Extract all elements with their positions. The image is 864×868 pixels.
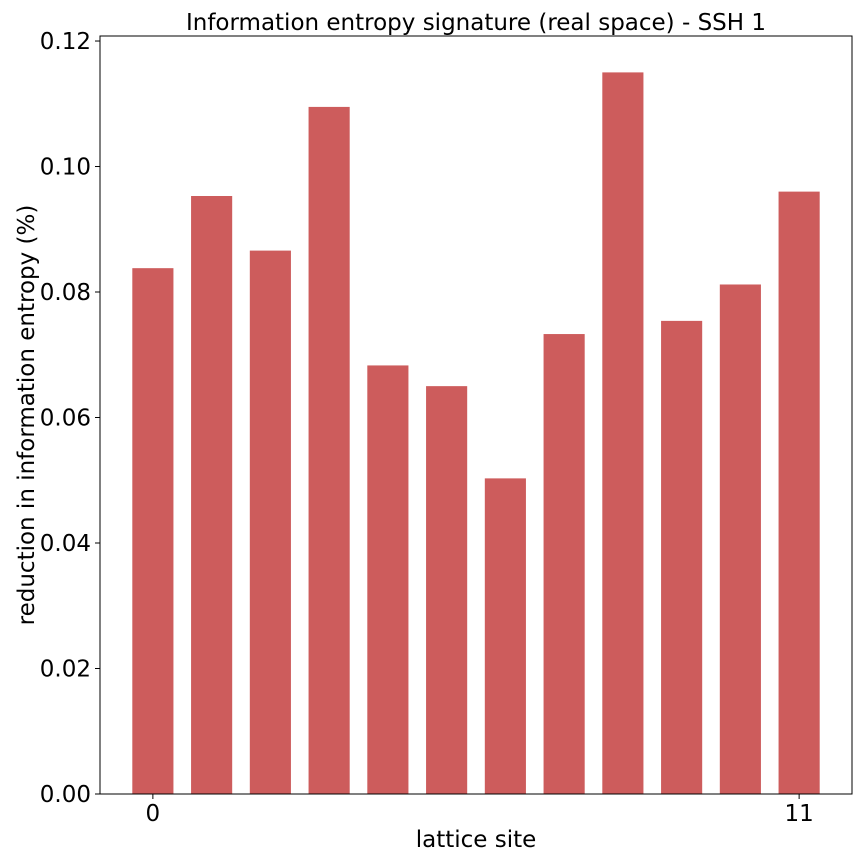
x-tick-label: 11: [784, 801, 813, 827]
bar-site-5: [426, 386, 468, 794]
y-tick-label: 0.06: [40, 406, 91, 432]
plot-frame: [99, 35, 853, 795]
plot-area: [132, 72, 820, 794]
y-tick-label: 0.04: [40, 531, 91, 557]
chart-title: Information entropy signature (real spac…: [186, 10, 766, 36]
x-axis-label: lattice site: [416, 827, 537, 853]
bar-site-6: [484, 478, 526, 794]
y-axis-ticks: 0.00 0.02 0.04 0.06 0.08 0.10 0.12: [40, 29, 100, 808]
bar-site-2: [249, 250, 291, 794]
bar-site-9: [661, 320, 703, 794]
bar-site-4: [367, 365, 409, 794]
bar-site-11: [778, 191, 820, 794]
bar-site-7: [543, 334, 585, 794]
bar-site-0: [132, 268, 174, 794]
y-tick-label: 0.00: [40, 782, 91, 808]
bar-site-10: [719, 284, 761, 794]
y-axis-label: reduction in information entropy (%): [14, 205, 40, 626]
bar-site-8: [602, 72, 644, 794]
bar-site-3: [308, 106, 350, 794]
x-tick-label: 0: [146, 801, 161, 827]
y-tick-label: 0.08: [40, 280, 91, 306]
y-tick-label: 0.10: [40, 155, 91, 181]
y-tick-label: 0.02: [40, 657, 91, 683]
y-tick-label: 0.12: [40, 29, 91, 55]
x-axis-ticks: 0 11: [146, 794, 814, 827]
bar-site-1: [191, 196, 233, 794]
